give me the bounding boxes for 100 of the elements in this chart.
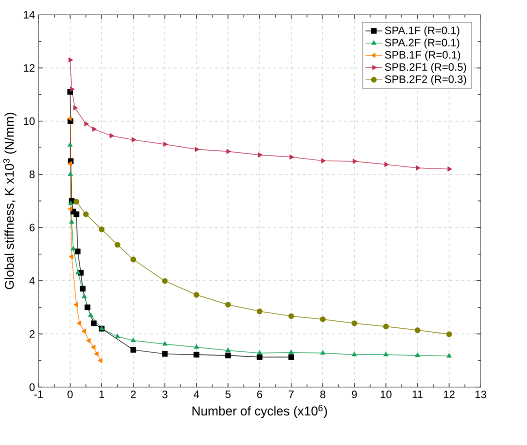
- point: [446, 353, 452, 358]
- point: [80, 286, 86, 292]
- point: [194, 292, 200, 298]
- x-tick-label: 9: [352, 390, 357, 398]
- point: [256, 308, 262, 314]
- y-tick-label: 2: [30, 330, 35, 338]
- point: [70, 246, 76, 250]
- point: [68, 206, 72, 212]
- legend-label: SPB.2F2 (R=0.3): [384, 75, 466, 86]
- point: [130, 338, 136, 342]
- point: [414, 327, 420, 333]
- point: [68, 142, 73, 147]
- point: [352, 352, 357, 356]
- point: [94, 351, 99, 356]
- y-tick-label: 6: [30, 224, 35, 232]
- point: [84, 304, 90, 310]
- point: [84, 121, 89, 126]
- x-tick-label: 3: [162, 390, 168, 398]
- point: [290, 154, 294, 160]
- y-tick-label: 8: [30, 170, 35, 178]
- point: [114, 242, 120, 248]
- point: [74, 302, 78, 308]
- point: [256, 354, 262, 360]
- x-axis-title: Number of cycles (x10$^{6}$): [192, 404, 327, 418]
- y-tick-label: 0: [30, 383, 35, 391]
- point: [83, 211, 89, 218]
- point: [81, 328, 86, 334]
- point: [76, 320, 82, 326]
- point: [90, 344, 96, 350]
- point: [70, 86, 75, 92]
- x-tick-label: 1: [100, 390, 104, 398]
- point: [98, 226, 105, 232]
- point: [320, 350, 326, 355]
- point: [225, 302, 231, 308]
- y-tick-label: 10: [24, 117, 35, 125]
- x-tick-label: 4: [194, 390, 200, 398]
- x-tick-label: 0: [68, 390, 73, 398]
- point: [74, 198, 80, 205]
- point: [258, 152, 262, 158]
- legend-label: SPA.1F (R=0.1): [384, 26, 460, 36]
- point: [448, 166, 452, 172]
- point: [163, 142, 168, 147]
- legend-label: SPB.2F1 (R=0.5): [384, 62, 466, 73]
- point: [132, 137, 136, 142]
- point: [416, 165, 420, 170]
- x-tick-label: 2: [130, 390, 136, 398]
- point: [110, 133, 114, 138]
- point: [74, 248, 81, 254]
- legend-label: SPB.1F (R=0.1): [384, 50, 460, 61]
- x-tick-label: 8: [320, 390, 326, 398]
- point: [67, 116, 72, 121]
- point: [90, 320, 97, 326]
- point: [257, 350, 262, 355]
- y-axis-title: Global stiffness, K x10$^{3}$ (N/mm): [3, 112, 16, 290]
- point: [288, 350, 294, 354]
- point: [384, 162, 389, 167]
- x-tick-label: 12: [444, 390, 455, 398]
- point: [415, 352, 420, 357]
- point: [130, 256, 136, 262]
- point: [321, 158, 326, 164]
- point: [226, 348, 231, 352]
- point: [69, 219, 74, 224]
- point: [82, 294, 87, 298]
- point: [194, 146, 200, 152]
- point: [320, 316, 326, 322]
- point: [352, 158, 358, 164]
- point: [68, 254, 74, 260]
- y-tick-label: 14: [24, 10, 35, 18]
- point: [162, 350, 168, 357]
- y-tick-label: 12: [24, 64, 35, 72]
- point: [225, 352, 231, 358]
- point: [74, 211, 80, 218]
- point: [68, 161, 72, 166]
- point: [352, 320, 358, 326]
- point: [68, 57, 73, 62]
- x-tick-label: 5: [225, 390, 231, 398]
- point: [86, 338, 91, 344]
- point: [98, 358, 102, 363]
- point: [130, 346, 136, 353]
- x-tick-label: 11: [412, 390, 423, 398]
- point: [88, 312, 94, 317]
- x-tick-label: 7: [288, 390, 294, 398]
- point: [383, 352, 388, 356]
- point: [288, 313, 294, 319]
- legend-label: SPA.2F (R=0.1): [384, 38, 460, 48]
- point: [92, 126, 97, 132]
- point: [73, 105, 78, 110]
- point: [76, 270, 81, 274]
- x-tick-label: 6: [257, 390, 262, 398]
- point: [288, 354, 294, 360]
- point: [162, 341, 168, 346]
- y-tick-label: 4: [29, 276, 35, 284]
- point: [162, 278, 168, 284]
- point: [68, 200, 74, 206]
- x-tick-label: 10: [380, 390, 392, 398]
- point: [194, 344, 199, 349]
- point: [226, 148, 231, 154]
- point: [68, 171, 73, 176]
- point: [194, 352, 200, 358]
- point: [383, 324, 389, 330]
